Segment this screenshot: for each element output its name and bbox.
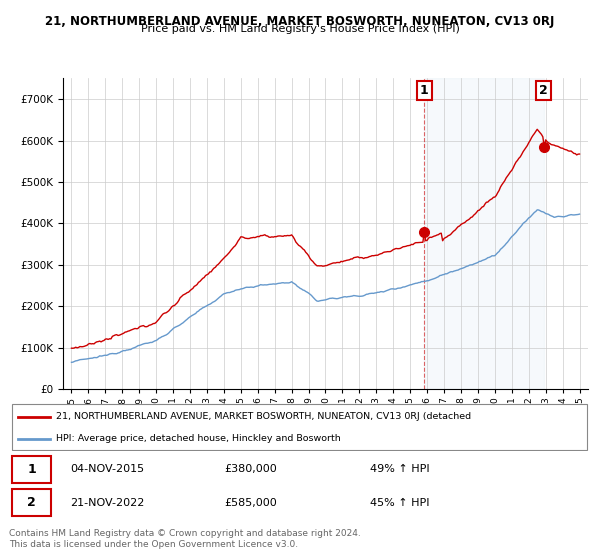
Text: £380,000: £380,000 (224, 464, 277, 474)
Text: 2: 2 (539, 85, 548, 97)
Text: 21-NOV-2022: 21-NOV-2022 (70, 498, 145, 508)
Text: 21, NORTHUMBERLAND AVENUE, MARKET BOSWORTH, NUNEATON, CV13 0RJ: 21, NORTHUMBERLAND AVENUE, MARKET BOSWOR… (46, 15, 554, 27)
Text: 49% ↑ HPI: 49% ↑ HPI (370, 464, 430, 474)
FancyBboxPatch shape (12, 404, 587, 450)
Text: 2: 2 (28, 496, 36, 510)
Text: 21, NORTHUMBERLAND AVENUE, MARKET BOSWORTH, NUNEATON, CV13 0RJ (detached: 21, NORTHUMBERLAND AVENUE, MARKET BOSWOR… (56, 412, 470, 421)
Text: HPI: Average price, detached house, Hinckley and Bosworth: HPI: Average price, detached house, Hinc… (56, 435, 340, 444)
Text: 1: 1 (28, 463, 36, 476)
Text: £585,000: £585,000 (224, 498, 277, 508)
Text: 04-NOV-2015: 04-NOV-2015 (70, 464, 144, 474)
Bar (424, 78, 544, 389)
Text: 1: 1 (420, 85, 429, 97)
Text: Contains HM Land Registry data © Crown copyright and database right 2024.
This d: Contains HM Land Registry data © Crown c… (9, 529, 361, 549)
FancyBboxPatch shape (12, 456, 52, 483)
Text: 45% ↑ HPI: 45% ↑ HPI (370, 498, 430, 508)
FancyBboxPatch shape (12, 489, 52, 516)
Text: Price paid vs. HM Land Registry's House Price Index (HPI): Price paid vs. HM Land Registry's House … (140, 24, 460, 34)
